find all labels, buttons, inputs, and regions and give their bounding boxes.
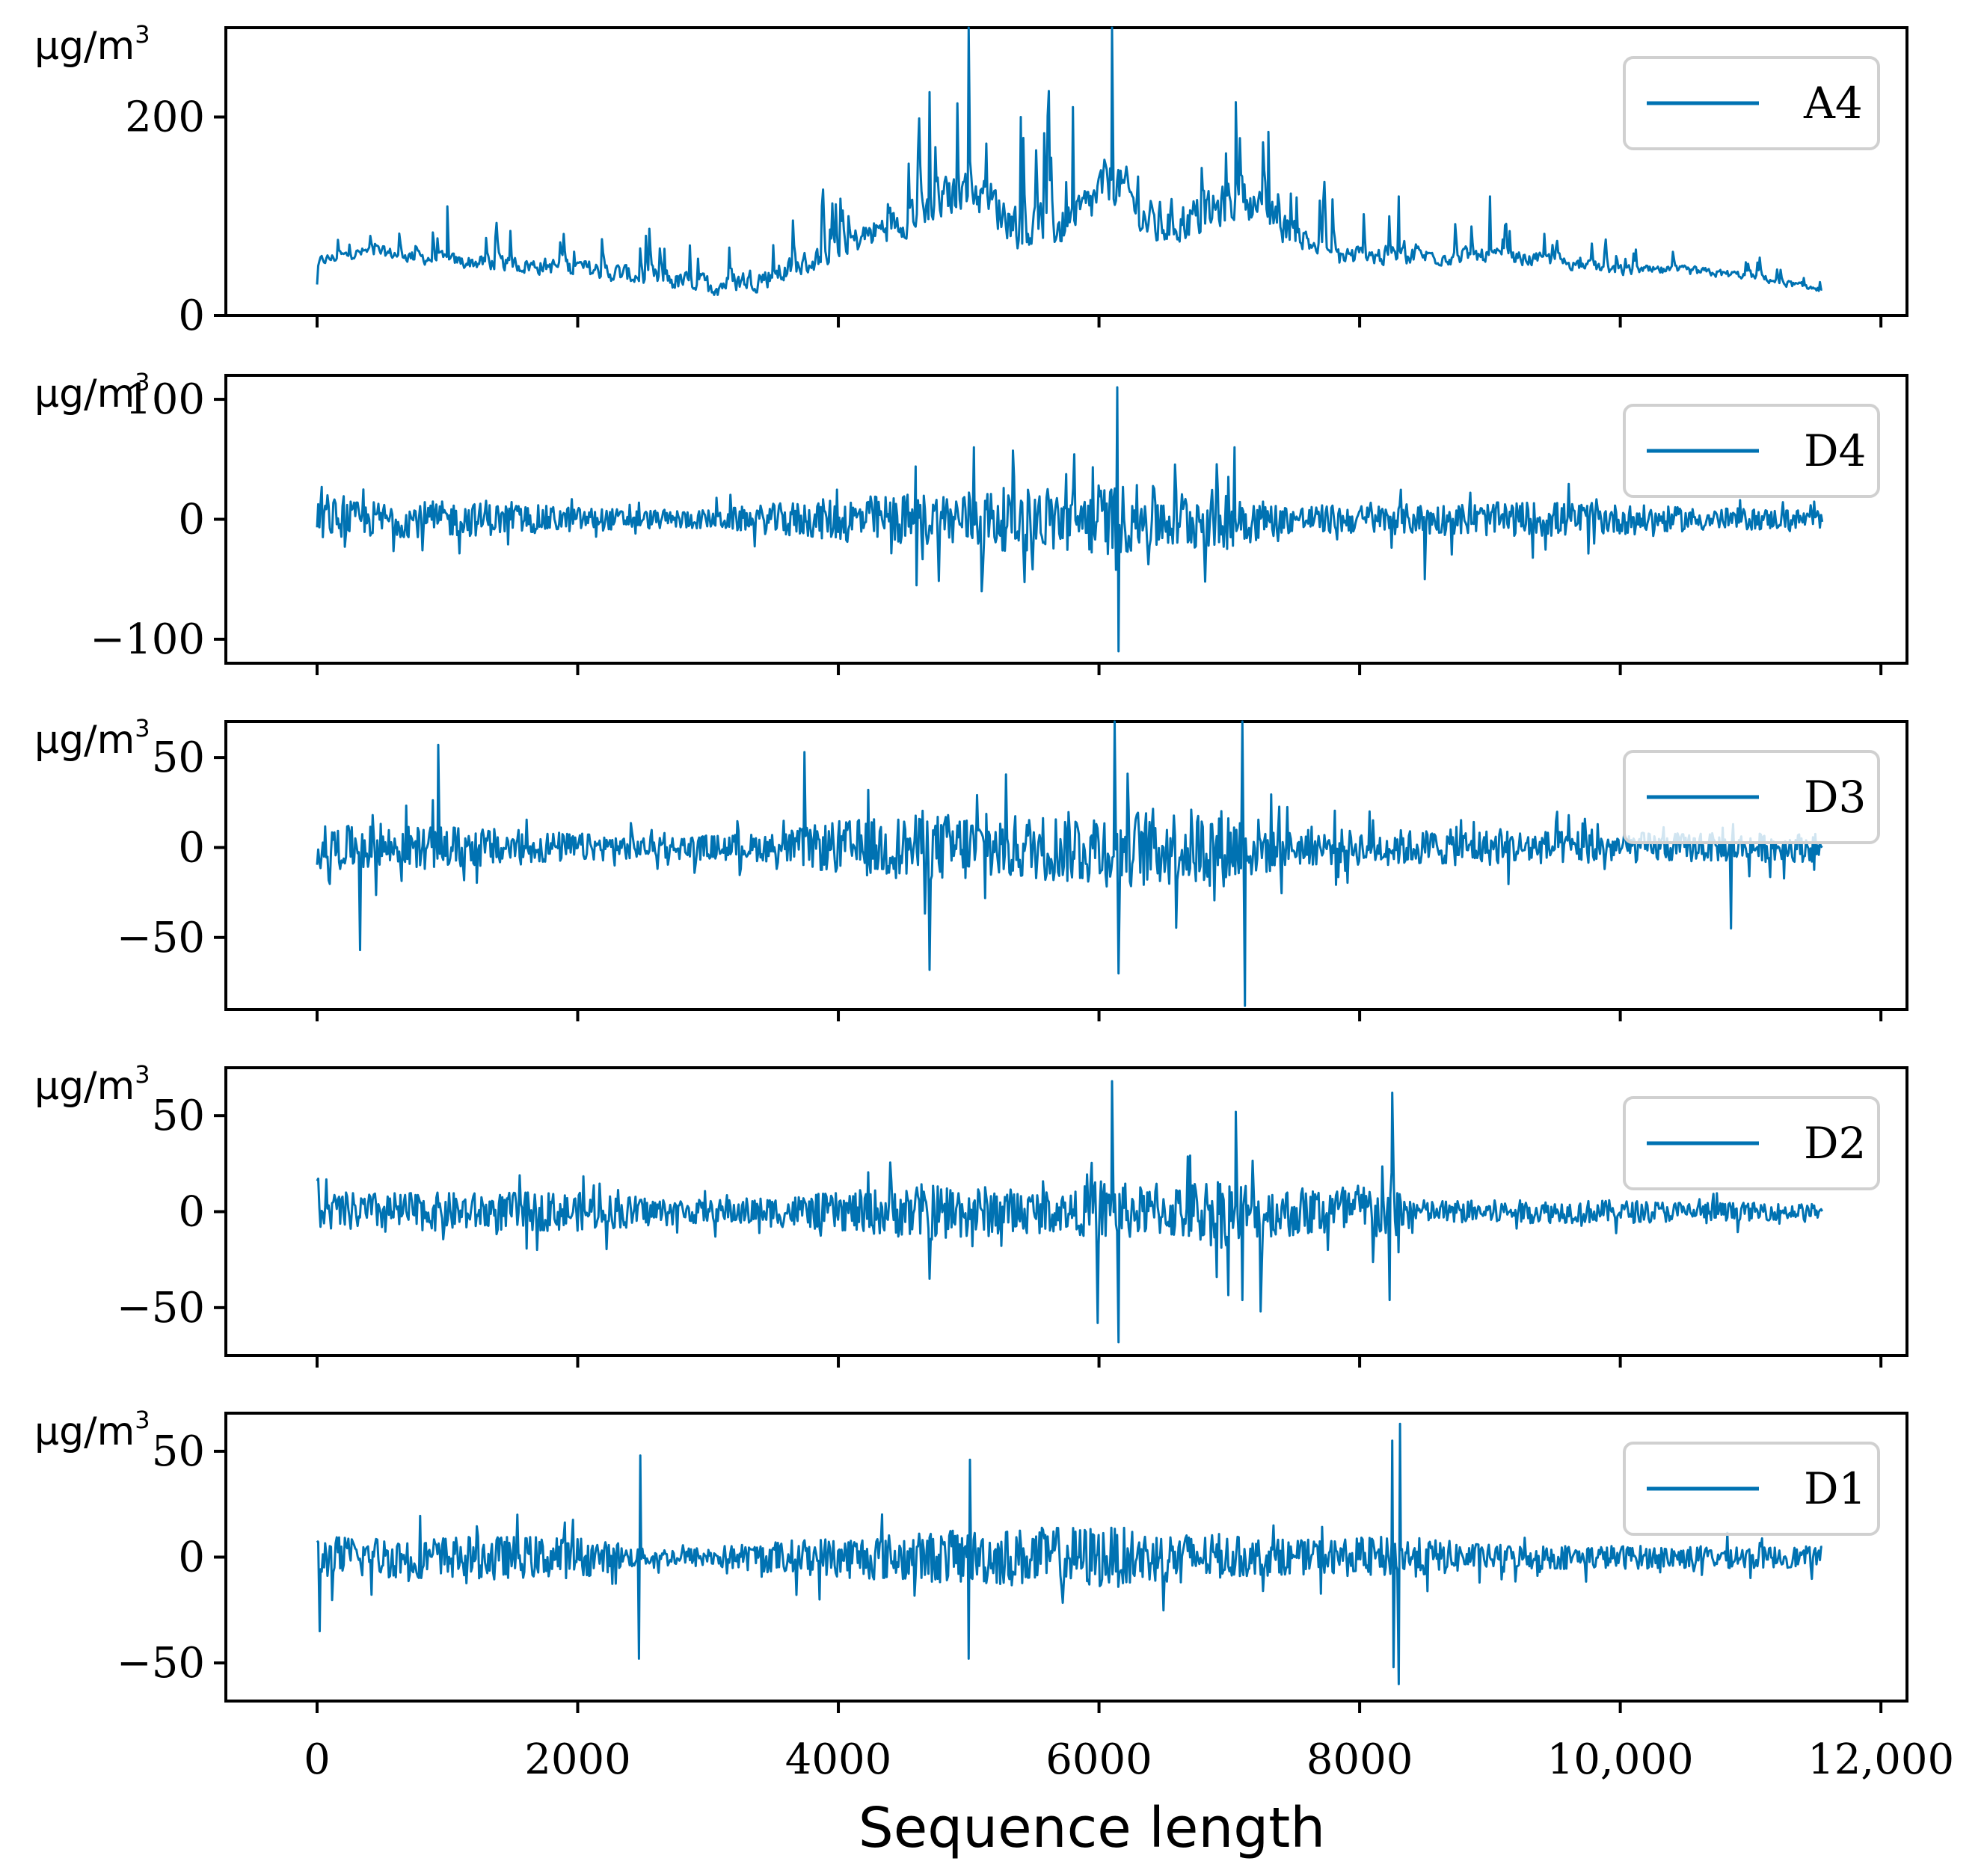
x-tick-label: 12,000 [1808,1735,1954,1784]
y-tick-label: 50 [152,1092,205,1140]
y-unit-label: μg/m3 [34,368,150,416]
y-tick-label: 50 [152,734,205,782]
x-tick-label: 8000 [1306,1735,1413,1784]
y-tick-label: 200 [125,93,205,141]
series-line-d1 [316,1422,1822,1685]
axes-frame [224,26,1908,317]
y-tick-label: 0 [178,1188,205,1237]
y-tick-label: 0 [178,1534,205,1582]
series-line-a4 [316,26,1822,296]
y-tick-label: −100 [90,615,205,664]
y-tick-label: 100 [125,375,205,424]
legend-label: D3 [1804,772,1866,822]
x-tick-label: 2000 [524,1735,631,1784]
series-line-d3 [316,720,1823,1007]
x-axis-label: Sequence length [859,1796,1325,1860]
axes-frame [224,720,1908,1011]
legend-label: D4 [1804,425,1866,476]
y-unit-superscript: 3 [135,714,150,742]
panel-a4: 0 200 μg/m3 A4 [34,20,1908,340]
x-tick-label: 10,000 [1547,1735,1694,1784]
legend-label: D2 [1804,1118,1866,1169]
x-tick-label: 0 [304,1735,331,1784]
y-unit-superscript: 3 [135,368,150,396]
y-unit-label: μg/m3 [34,20,150,69]
y-unit-label: μg/m3 [34,714,150,763]
y-unit-superscript: 3 [135,1060,150,1089]
y-tick-label: 0 [178,496,205,544]
y-unit-label: μg/m3 [34,1060,150,1109]
y-unit-label: μg/m3 [34,1406,150,1454]
y-unit-superscript: 3 [135,20,150,49]
legend-label: D1 [1804,1463,1866,1514]
series-line-d4 [316,386,1824,653]
y-unit-superscript: 3 [135,1406,150,1434]
x-tick-label: 6000 [1045,1735,1152,1784]
y-tick-label: 0 [178,823,205,872]
y-tick-label: −50 [117,914,205,962]
series-line-d2 [316,1080,1824,1344]
y-tick-label: −50 [117,1639,205,1688]
legend-label: A4 [1803,78,1863,129]
y-tick-label: 0 [178,292,205,340]
y-tick-label: 50 [152,1427,205,1476]
y-tick-label: −50 [117,1284,205,1332]
x-tick-label: 4000 [785,1735,892,1784]
